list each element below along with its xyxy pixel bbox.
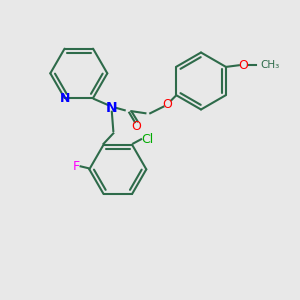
Text: N: N — [106, 101, 118, 115]
Text: Cl: Cl — [141, 133, 153, 146]
Text: F: F — [72, 160, 80, 173]
Text: O: O — [131, 120, 141, 133]
Text: N: N — [59, 92, 70, 104]
Text: O: O — [162, 98, 172, 111]
Text: CH₃: CH₃ — [261, 60, 280, 70]
Text: O: O — [239, 59, 249, 72]
